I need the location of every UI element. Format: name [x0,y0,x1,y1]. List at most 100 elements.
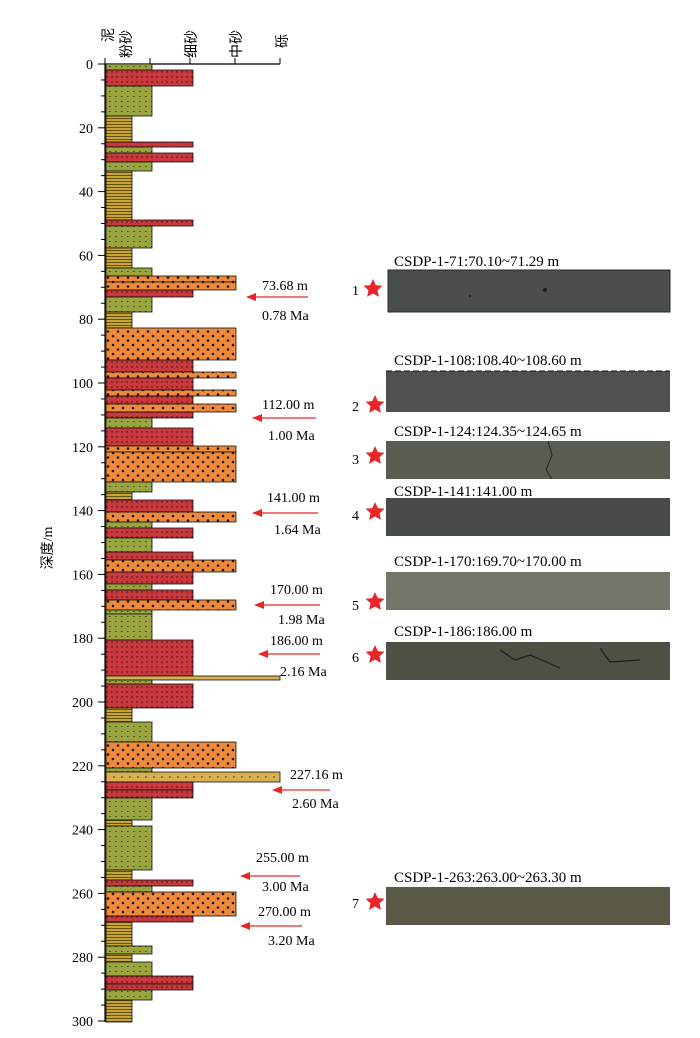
lithology-layer-fine [105,289,194,298]
age-marker-age: 2.16 Ma [280,665,327,680]
grain-label-mud: 泥 [101,28,117,42]
core-photo-image [386,371,670,412]
core-photo-panel: CSDP-1-263:263.00~263.30 m 7 [352,870,670,925]
lithology-layer-silt [105,609,153,615]
lithology-layer-mud [105,247,133,269]
depth-tick-label: 60 [79,249,93,264]
depth-tick-label: 140 [72,505,93,520]
lithology-layer-mud [105,707,133,723]
lithology-layer-medium [105,451,237,483]
age-marker: 170.00 m 1.98 Ma [254,583,325,628]
core-photo-image [386,498,670,536]
lithology-layer-fine [105,411,194,419]
lithology-layer-medium [105,741,237,769]
core-photo-image [386,441,670,479]
core-photo-panel: CSDP-1-141:141.00 m 4 [352,484,670,536]
core-photo-image [388,270,670,312]
lithology-layer-silt [105,296,153,313]
lithology-layer-silt [105,961,153,977]
age-marker-age: 3.20 Ma [268,934,315,949]
lithology-layer-silt [105,885,153,893]
star-icon [365,502,385,520]
lithology-layer-silt [105,63,153,71]
lithology-layer-medium [105,281,237,291]
lithology-layer-silt [105,613,153,641]
lithology-layer-fine [105,879,194,887]
star-icon [365,395,385,413]
core-title: CSDP-1-71:70.10~71.29 m [394,254,560,270]
lithology-layer-silt [105,767,153,773]
lithology-layer-mud [105,115,133,143]
depth-tick-label: 80 [79,313,93,328]
lithology-layer-mud [105,953,133,963]
lithology-layer-mud [105,311,133,329]
star-icon [365,446,385,464]
core-title: CSDP-1-124:124.35~124.65 m [394,424,582,440]
lithology-layer-medium [105,559,237,573]
lithology-layer-fine [105,377,194,391]
core-photo-image [386,572,670,610]
lithology-layer-medium [105,275,237,283]
depth-tick-label: 0 [86,58,93,73]
core-number: 3 [352,453,359,468]
lithology-layer-mud [105,491,133,501]
lithology-layer-mud [105,869,133,881]
depth-axis: 0 20 40 60 80 100 120 140 160 180 200 220 240 260 280 3… [72,58,106,1030]
lithology-layer-fine [105,395,194,405]
core-title: CSDP-1-170:169.70~170.00 m [394,554,582,570]
depth-tick-label: 120 [72,441,93,456]
core-photos: CSDP-1-71:70.10~71.29 m 1 CSDP-1-108:108… [352,254,671,925]
lithology-layer-fine [105,789,194,799]
age-marker-depth: 170.00 m [270,583,323,598]
age-marker: 255.00 m 3.00 Ma [240,851,309,895]
age-marker: 186.00 m 2.16 Ma [258,634,327,680]
lithology-layer-silt [105,146,153,154]
lithology-layer-medium [105,403,237,413]
age-marker-depth: 270.00 m [258,905,311,920]
lithology-layer-fine [105,571,194,585]
star-icon [365,592,385,610]
lithology-layer-fine [105,781,194,791]
lithology-layer-silt [105,161,153,172]
core-number: 6 [352,651,359,666]
lithology-layer-fine [105,983,194,991]
lithology-layer-medium [105,389,237,397]
lithology-layer-silt [105,521,153,529]
lithology-layer-medium [105,599,237,611]
grain-label-silt: 粉砂 [119,30,135,58]
lithology-layer-silt [105,537,153,553]
lithology-layer-fine [105,427,194,447]
lithology-layer-medium [105,511,237,523]
lithology-layer-fine [105,141,194,148]
core-photo-image [386,887,670,925]
core-photo-panel: CSDP-1-124:124.35~124.65 m 3 [352,424,670,480]
lithology-layer-fine [105,683,194,709]
depth-axis-title: 深度/m [40,527,56,570]
grain-label-medium-sand: 中砂 [229,30,245,58]
lithology-layer-fine [105,589,194,601]
age-marker-depth: 186.00 m [270,634,323,649]
age-marker-age: 3.00 Ma [262,880,309,895]
lithology-layer-fine [105,219,194,227]
lithology-layer-fine [105,69,194,87]
core-title: CSDP-1-186:186.00 m [394,624,533,640]
lithology-layer-fine [105,359,194,373]
depth-tick-label: 280 [72,951,93,966]
age-markers: 73.68 m 0.78 Ma 112.00 m 1.00 Ma 141.00 … [240,279,343,949]
age-marker: 141.00 m 1.64 Ma [252,491,321,538]
depth-tick-label: 200 [72,696,93,711]
age-marker-age: 1.00 Ma [268,429,315,444]
core-photo-panel: CSDP-1-186:186.00 m 6 [352,624,670,680]
depth-tick-label: 180 [72,632,93,647]
lithology-layer-silt [105,481,153,493]
age-marker-depth: 73.68 m [262,279,308,294]
lithology-layer-silt [105,225,153,249]
depth-tick-label: 240 [72,824,93,839]
lithology-layer-mud [105,999,133,1023]
core-photo-panel: CSDP-1-108:108.40~108.60 m 2 [352,353,670,415]
lithology-layer-fine [105,499,194,513]
lithology-layer-fine [105,551,194,561]
core-photo-panel: CSDP-1-71:70.10~71.29 m 1 [352,254,671,313]
depth-tick-label: 20 [79,122,93,137]
lithology-layer-gravel [105,675,281,681]
